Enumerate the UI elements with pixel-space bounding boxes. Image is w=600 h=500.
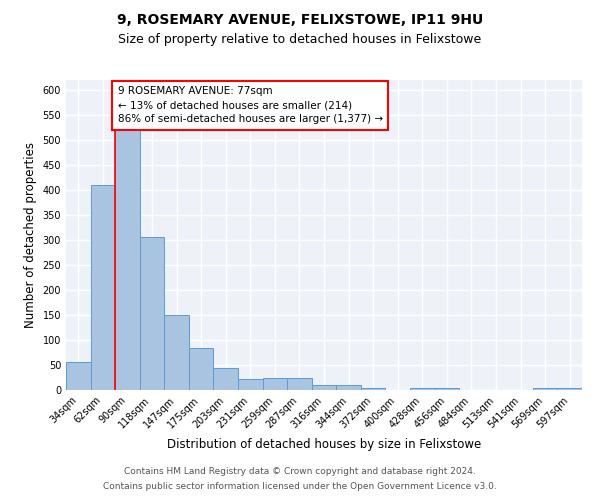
- Bar: [434, 388, 459, 390]
- Bar: [238, 378, 263, 390]
- Bar: [189, 348, 214, 390]
- X-axis label: Distribution of detached houses by size in Felixstowe: Distribution of detached houses by size …: [167, 438, 481, 451]
- Bar: [557, 388, 582, 390]
- Bar: [312, 385, 336, 390]
- Y-axis label: Number of detached properties: Number of detached properties: [24, 142, 37, 328]
- Bar: [410, 388, 434, 390]
- Bar: [115, 125, 140, 390]
- Bar: [91, 185, 115, 390]
- Bar: [533, 388, 557, 390]
- Text: Size of property relative to detached houses in Felixstowe: Size of property relative to detached ho…: [118, 32, 482, 46]
- Bar: [140, 236, 164, 390]
- Bar: [336, 385, 361, 390]
- Bar: [214, 368, 238, 390]
- Text: Contains public sector information licensed under the Open Government Licence v3: Contains public sector information licen…: [103, 482, 497, 491]
- Bar: [263, 378, 287, 390]
- Bar: [164, 315, 189, 390]
- Bar: [66, 362, 91, 390]
- Bar: [361, 388, 385, 390]
- Text: 9, ROSEMARY AVENUE, FELIXSTOWE, IP11 9HU: 9, ROSEMARY AVENUE, FELIXSTOWE, IP11 9HU: [117, 12, 483, 26]
- Text: 9 ROSEMARY AVENUE: 77sqm
← 13% of detached houses are smaller (214)
86% of semi-: 9 ROSEMARY AVENUE: 77sqm ← 13% of detach…: [118, 86, 383, 124]
- Bar: [287, 378, 312, 390]
- Text: Contains HM Land Registry data © Crown copyright and database right 2024.: Contains HM Land Registry data © Crown c…: [124, 467, 476, 476]
